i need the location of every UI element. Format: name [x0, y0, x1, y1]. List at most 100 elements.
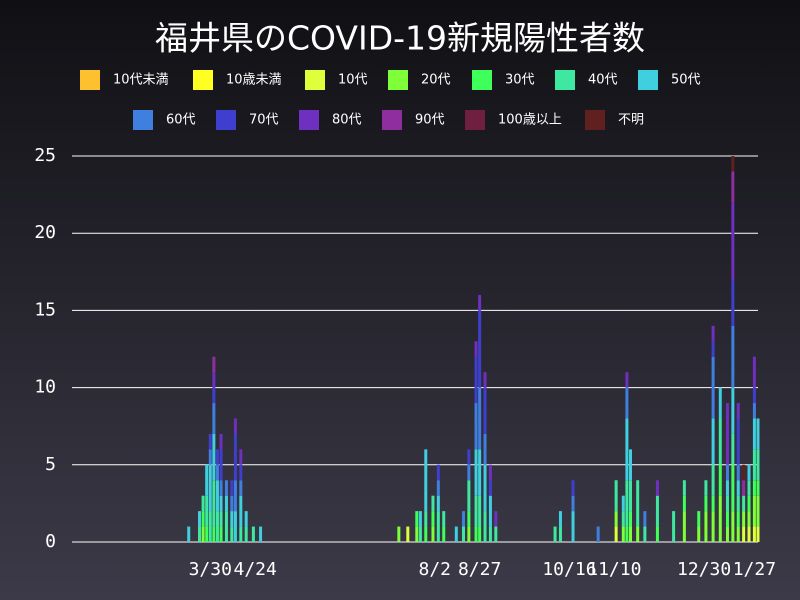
bar-segment	[731, 279, 735, 326]
bar-segment	[731, 156, 735, 172]
bar-segment	[725, 526, 729, 542]
bar-segment	[418, 526, 422, 542]
bar-segment	[424, 449, 428, 512]
bar-segment	[711, 464, 715, 496]
bar-segment	[752, 526, 756, 542]
bar-segment	[628, 526, 632, 542]
bar-segment	[625, 418, 629, 481]
bar-segment	[558, 511, 562, 527]
bar-segment	[711, 341, 715, 357]
bar-segment	[224, 511, 228, 542]
bar-segment	[625, 526, 629, 542]
bar-segment	[219, 511, 223, 527]
bar-segment	[212, 356, 216, 373]
bar-segment	[494, 526, 498, 542]
bar-segment	[752, 356, 756, 388]
bar-segment	[478, 310, 482, 388]
bar-segment	[655, 495, 659, 527]
x-tick-label: 4/24	[233, 559, 276, 580]
bar-segment	[625, 480, 629, 527]
bar-segment	[704, 511, 708, 542]
bar-segment	[752, 403, 756, 419]
bar-segment	[431, 495, 435, 512]
bar-segment	[212, 372, 216, 388]
bar-segment	[483, 387, 487, 434]
bar-segment	[711, 418, 715, 465]
bar-segment	[198, 511, 202, 527]
bar-segment	[704, 480, 708, 496]
legend-swatch	[472, 70, 492, 90]
bar-segment	[571, 480, 575, 496]
bar-segment	[467, 449, 471, 465]
bar-segment	[747, 511, 751, 527]
bar-segment	[756, 495, 760, 527]
bar-segment	[682, 511, 686, 542]
bar-segment	[483, 372, 487, 388]
legend-swatch	[299, 110, 319, 130]
bar-segment	[596, 526, 600, 542]
bar-segment	[736, 511, 740, 527]
y-tick-label: 15	[34, 299, 56, 320]
bar-segment	[718, 418, 722, 465]
bar-segment	[259, 526, 263, 542]
legend-swatch	[216, 110, 236, 130]
bar-segment	[215, 480, 219, 512]
bar-segment	[488, 495, 492, 527]
legend-swatch	[133, 110, 153, 130]
bar-segment	[230, 511, 234, 527]
bar-segment	[233, 480, 237, 512]
bar-segment	[215, 511, 219, 542]
chart-title: 福井県のCOVID-19新規陽性者数	[155, 19, 645, 58]
bar-segment	[488, 464, 492, 481]
bar-segment	[461, 511, 465, 527]
bar-segment	[742, 511, 746, 527]
bar-segment	[756, 526, 760, 542]
bar-segment	[474, 356, 478, 404]
bar-segment	[697, 511, 701, 527]
legend-swatch	[638, 70, 658, 90]
bar-segment	[212, 480, 216, 527]
bar-segment	[655, 480, 659, 496]
bar-segment	[704, 495, 708, 512]
bar-segment	[621, 526, 625, 542]
legend-label: 90代	[415, 113, 445, 128]
bar-segment	[415, 511, 419, 527]
bar-segment	[636, 480, 640, 527]
x-tick-label: 12/30	[677, 559, 731, 580]
bar-segment	[201, 495, 205, 512]
bar-segment	[478, 387, 482, 450]
bar-segment	[742, 480, 746, 496]
bar-segment	[233, 433, 237, 481]
bar-segment	[442, 526, 446, 542]
bar-segment	[736, 495, 740, 512]
bar-segment	[643, 511, 647, 527]
bar-segment	[747, 526, 751, 542]
bar-segment	[752, 418, 756, 450]
bar-segment	[752, 449, 756, 481]
bar-segment	[418, 511, 422, 527]
bar-segment	[711, 325, 715, 342]
y-tick-label: 20	[34, 222, 56, 243]
bar-segment	[736, 480, 740, 496]
bar-segment	[736, 403, 740, 419]
bar-segment	[474, 495, 478, 527]
bar-segment	[212, 403, 216, 434]
bar-segment	[625, 387, 629, 419]
bar-segment	[474, 403, 478, 450]
bar-segment	[474, 449, 478, 496]
bar-segment	[571, 511, 575, 542]
legend-swatch	[465, 110, 485, 130]
bar-segment	[239, 526, 243, 542]
legend-label: 20代	[421, 73, 451, 88]
bar-segment	[747, 495, 751, 512]
bar-segment	[215, 449, 219, 465]
bar-segment	[215, 464, 219, 481]
bar-segment	[431, 526, 435, 542]
legend-swatch	[555, 70, 575, 90]
bar-segment	[643, 526, 647, 542]
bar-segment	[474, 341, 478, 357]
bar-segment	[205, 526, 209, 542]
bar-segment	[725, 511, 729, 527]
